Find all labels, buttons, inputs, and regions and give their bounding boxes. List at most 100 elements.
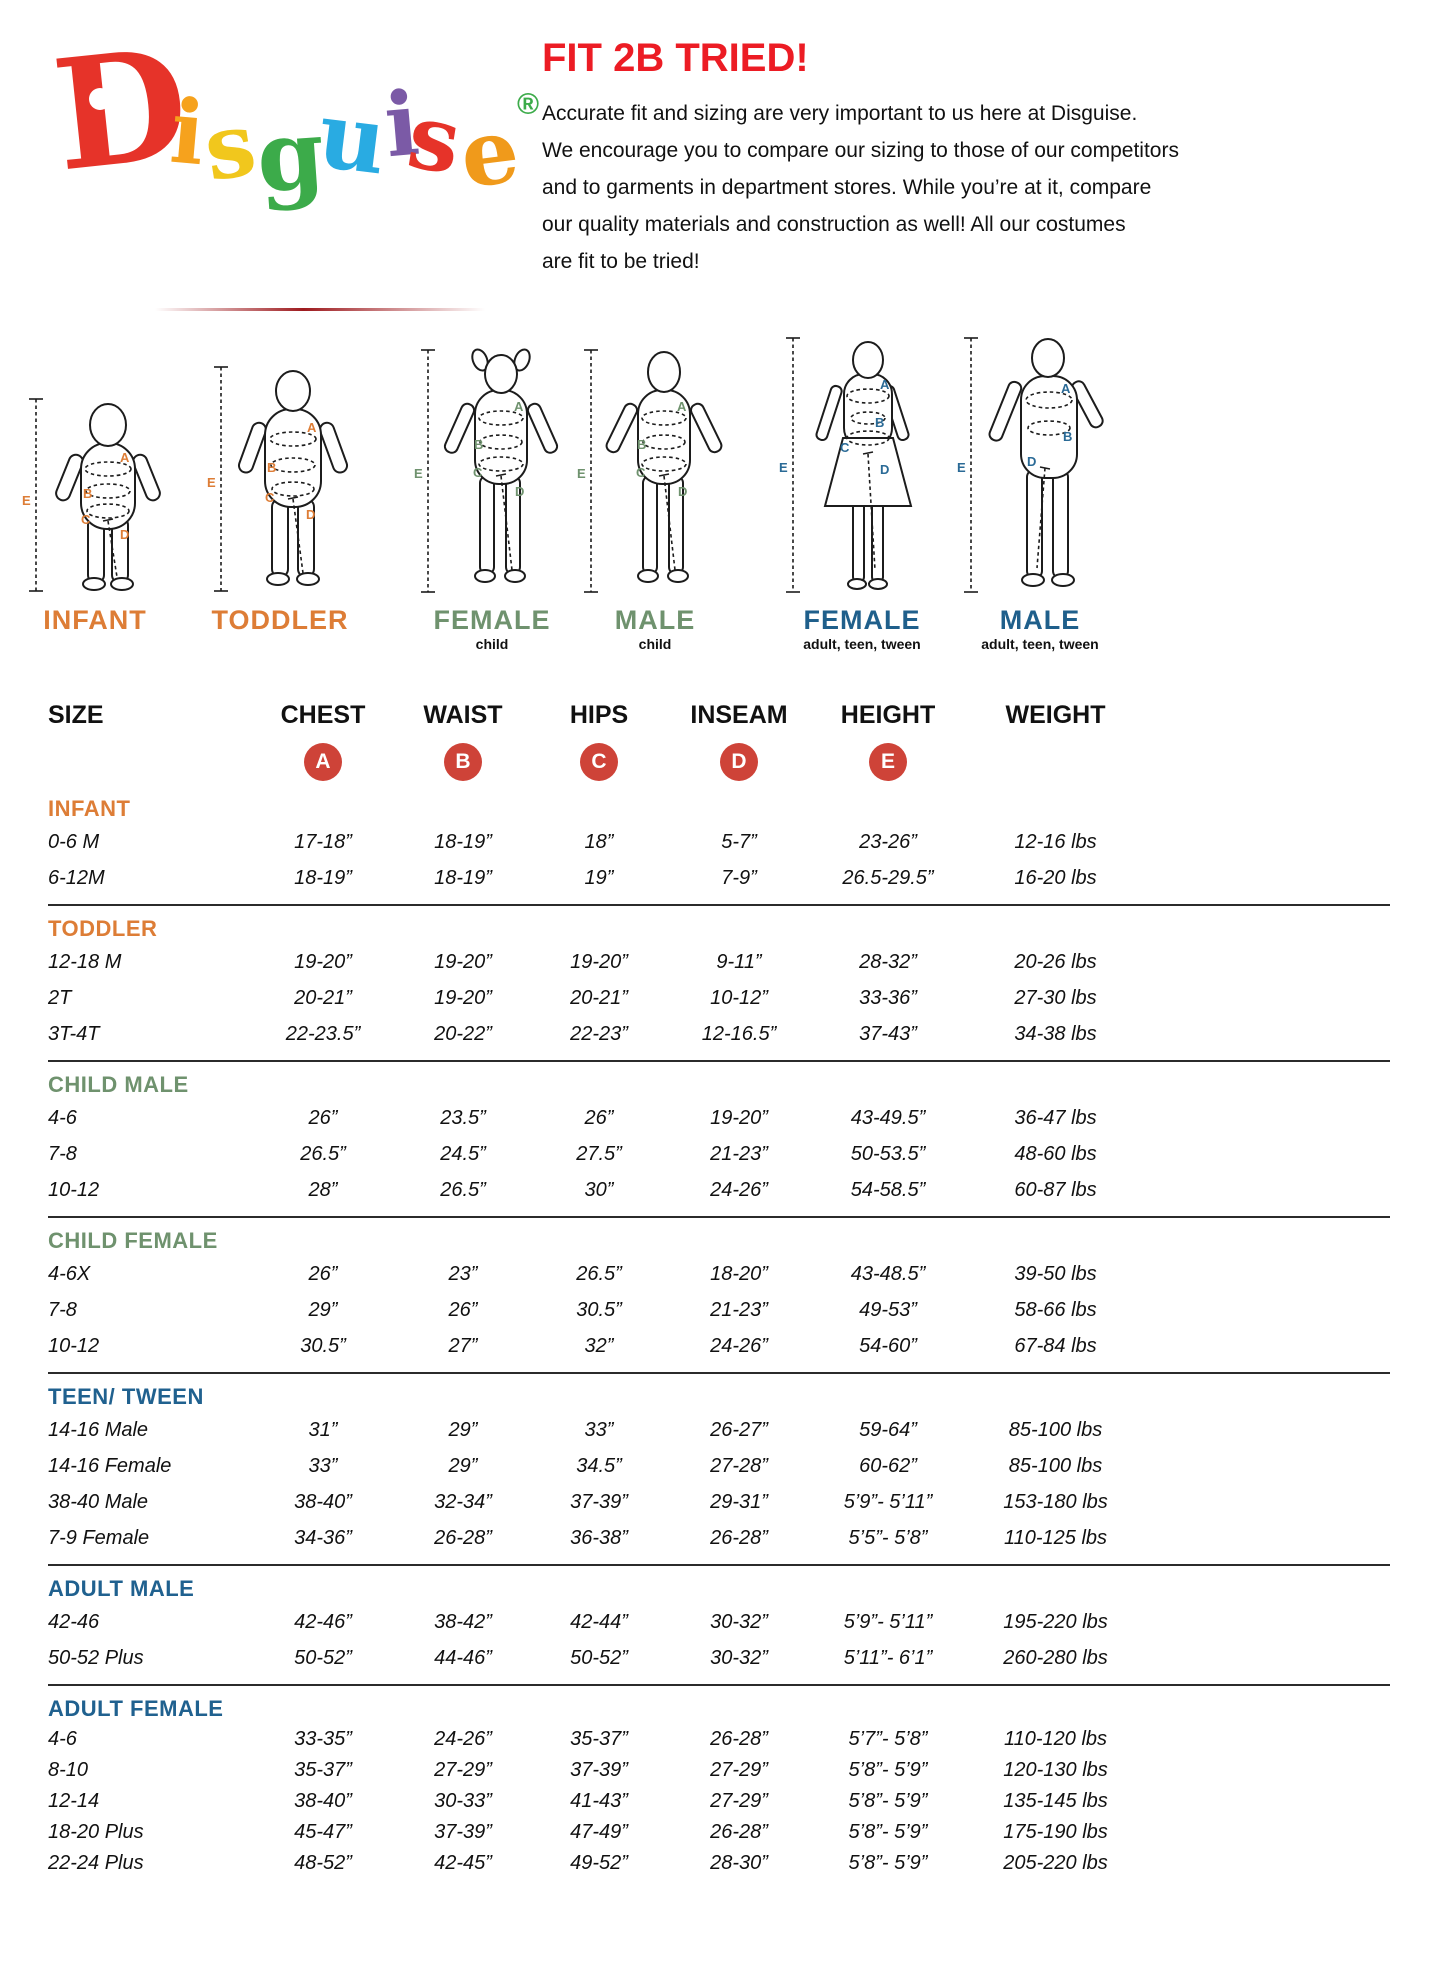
waist-cell: 42-45” xyxy=(434,1852,492,1874)
section-header-infant: INFANT xyxy=(48,796,131,821)
inseam-cell: 12-16.5” xyxy=(701,1022,777,1045)
badge-d: D xyxy=(720,743,758,781)
table-row: 7-8 26.5” 24.5” 27.5” 21-23” 50-53.5” 48… xyxy=(48,1136,1398,1172)
measure-letter-b: B xyxy=(637,437,646,452)
measure-letter-a: A xyxy=(514,399,524,414)
height-cell: 5’9”- 5’11” xyxy=(843,1610,933,1633)
column-header-height: HEIGHT xyxy=(840,700,936,729)
height-cell: 54-60” xyxy=(859,1334,917,1357)
body-outline xyxy=(815,341,913,590)
table-row: 7-9 Female 34-36” 26-28” 36-38” 26-28” 5… xyxy=(48,1520,1398,1556)
hips-cell: 35-37” xyxy=(570,1728,628,1750)
measure-ellipses xyxy=(846,388,890,571)
figure-label: FEMALE xyxy=(803,605,921,635)
column-header-chest: CHEST xyxy=(280,700,366,729)
waist-cell: 23.5” xyxy=(440,1106,486,1129)
measure-letter-badges: A B C D E xyxy=(48,738,1398,786)
size-cell: 7-9 Female xyxy=(48,1526,150,1549)
chest-cell: 38-40” xyxy=(294,1790,352,1812)
inseam-cell: 30-32” xyxy=(710,1646,768,1669)
table-row: 18-20 Plus 45-47” 37-39” 47-49” 26-28” 5… xyxy=(48,1817,1398,1848)
logo-underline xyxy=(155,308,485,311)
hips-cell: 47-49” xyxy=(570,1821,628,1843)
height-cell: 43-49.5” xyxy=(850,1106,926,1129)
hips-cell: 27.5” xyxy=(576,1142,622,1165)
waist-cell: 23” xyxy=(448,1262,478,1285)
table-row: 10-12 28” 26.5” 30” 24-26” 54-58.5” 60-8… xyxy=(48,1172,1398,1208)
table-row: 14-16 Male 31” 29” 33” 26-27” 59-64” 85-… xyxy=(48,1412,1398,1448)
logo-eye-dot xyxy=(89,88,111,110)
table-row: 3T-4T 22-23.5” 20-22” 22-23” 12-16.5” 37… xyxy=(48,1016,1398,1052)
measure-letter-b: B xyxy=(267,460,276,475)
height-cell: 26.5-29.5” xyxy=(842,866,934,889)
figure-infant: E A B C D xyxy=(20,389,170,654)
figure-male-adult: E A B D MALE xyxy=(955,334,1125,654)
size-cell: 38-40 Male xyxy=(48,1490,149,1513)
measure-letter-b: B xyxy=(83,486,92,501)
measure-letter-d: D xyxy=(1027,454,1036,469)
size-cell: 4-6 xyxy=(48,1728,77,1750)
hips-cell: 50-52” xyxy=(570,1646,628,1669)
toddler-illustration: E A B C D xyxy=(207,366,349,592)
inseam-cell: 18-20” xyxy=(710,1262,768,1285)
column-header-size: SIZE xyxy=(48,700,104,729)
height-cell: 50-53.5” xyxy=(850,1142,926,1165)
intro-line: and to garments in department stores. Wh… xyxy=(542,176,1152,199)
measure-ellipses xyxy=(269,431,317,574)
height-cell: 37-43” xyxy=(859,1022,917,1045)
inseam-cell: 24-26” xyxy=(710,1334,768,1357)
section-header-toddler: TODDLER xyxy=(48,916,158,941)
table-row: 6-12M 18-19” 18-19” 19” 7-9” 26.5-29.5” … xyxy=(48,860,1398,896)
logo-letter: s xyxy=(197,90,263,202)
intro-line: Accurate fit and sizing are very importa… xyxy=(542,102,1138,125)
waist-cell: 24.5” xyxy=(440,1142,486,1165)
hips-cell: 49-52” xyxy=(570,1852,628,1874)
section-divider xyxy=(48,1060,1390,1062)
size-table: SIZE CHEST WAIST HIPS INSEAM HEIGHT WEIG… xyxy=(48,692,1398,1879)
height-line xyxy=(964,337,978,593)
chest-cell: 33” xyxy=(308,1454,338,1477)
section-header-adult-male: ADULT MALE xyxy=(48,1576,195,1601)
weight-cell: 260-280 lbs xyxy=(1003,1646,1108,1669)
infant-illustration: E A B C D xyxy=(22,398,161,592)
figure-label: TODDLER xyxy=(211,605,349,635)
table-header-row: SIZE CHEST WAIST HIPS INSEAM HEIGHT WEIG… xyxy=(48,692,1398,738)
measure-letter-e: E xyxy=(577,466,586,481)
inseam-cell: 29-31” xyxy=(710,1490,768,1513)
chest-cell: 26” xyxy=(308,1106,338,1129)
body-outline xyxy=(988,338,1104,587)
figure-male-child: E A B C D xyxy=(575,344,735,654)
inseam-cell: 27-29” xyxy=(710,1790,768,1812)
height-cell: 28-32” xyxy=(859,950,917,973)
measure-letter-b: B xyxy=(474,437,483,452)
height-cell: 49-53” xyxy=(859,1298,917,1321)
size-cell: 12-18 M xyxy=(48,950,122,973)
weight-cell: 195-220 lbs xyxy=(1003,1610,1108,1633)
hips-cell: 20-21” xyxy=(570,986,628,1009)
hips-cell: 19-20” xyxy=(570,950,628,973)
weight-cell: 120-130 lbs xyxy=(1003,1759,1108,1781)
weight-cell: 34-38 lbs xyxy=(1014,1022,1097,1045)
chest-cell: 31” xyxy=(308,1418,338,1441)
table-row: 7-8 29” 26” 30.5” 21-23” 49-53” 58-66 lb… xyxy=(48,1292,1398,1328)
height-cell: 59-64” xyxy=(859,1418,917,1441)
size-cell: 8-10 xyxy=(48,1759,89,1781)
inseam-cell: 9-11” xyxy=(716,950,762,973)
figure-sublabel xyxy=(205,636,355,654)
hips-cell: 19” xyxy=(584,866,614,889)
waist-cell: 27-29” xyxy=(434,1759,492,1781)
table-row: 4-6X 26” 23” 26.5” 18-20” 43-48.5” 39-50… xyxy=(48,1256,1398,1292)
hips-cell: 37-39” xyxy=(570,1490,628,1513)
waist-cell: 26.5” xyxy=(440,1178,486,1201)
measure-letter-a: A xyxy=(880,377,890,392)
section-header-child-female: CHILD FEMALE xyxy=(48,1228,218,1253)
weight-cell: 205-220 lbs xyxy=(1003,1852,1108,1874)
inseam-cell: 21-23” xyxy=(710,1142,768,1165)
size-cell: 4-6X xyxy=(48,1262,91,1285)
hips-cell: 42-44” xyxy=(570,1610,628,1633)
female-child-illustration: E A B xyxy=(414,348,559,593)
chest-cell: 29” xyxy=(308,1298,338,1321)
section-divider xyxy=(48,1684,1390,1686)
measure-letter-c: C xyxy=(81,512,91,527)
chest-cell: 26” xyxy=(308,1262,338,1285)
